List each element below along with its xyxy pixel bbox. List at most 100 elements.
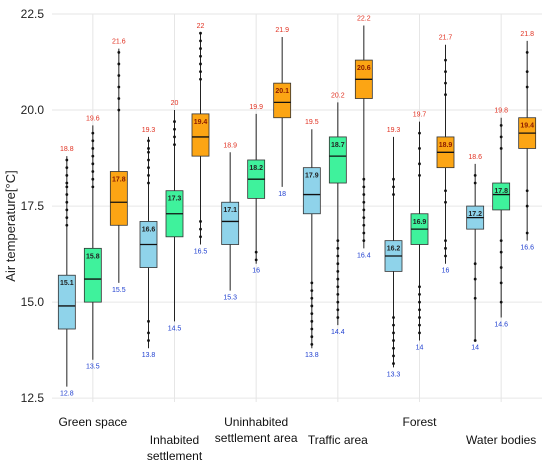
outlier-point (418, 293, 421, 296)
outlier-point (473, 262, 477, 266)
plot-area: 18.8 12.8 15.1 19.3 13.8 16.6 18.9 15.3 17.1 19.5… (57, 16, 537, 398)
outlier-point (362, 223, 366, 227)
outlier-point (91, 170, 95, 173)
outlier-point (254, 250, 258, 254)
mean-label: 17.3 (168, 196, 182, 203)
outlier-point (117, 62, 121, 66)
outlier-point (444, 200, 447, 204)
y-tick-label: 17.5 (21, 199, 45, 213)
max-label: 19.6 (86, 115, 100, 122)
outlier-point (392, 346, 395, 350)
outlier-point (392, 316, 395, 319)
outlier-point (65, 166, 69, 170)
outlier-point (199, 39, 202, 43)
outlier-point (117, 97, 121, 100)
outlier-point (65, 216, 69, 220)
outlier-point (418, 173, 421, 177)
box-group: 21.7 16 18.9 (436, 35, 455, 275)
outlier-point (65, 223, 69, 227)
outlier-point (362, 200, 366, 204)
outlier-point (362, 177, 366, 181)
outlier-point (525, 204, 529, 208)
outlier-point (117, 74, 121, 77)
outlier-point (473, 277, 477, 281)
box-group: 20 14.5 17.3 (165, 100, 184, 332)
mean-label: 18.9 (439, 142, 453, 149)
outlier-point (362, 193, 366, 196)
outlier-point (336, 285, 340, 289)
mean-label: 17.2 (468, 211, 482, 218)
max-label: 19.7 (413, 112, 427, 119)
box (221, 201, 240, 245)
outlier-point (91, 131, 95, 135)
box-group: 21.9 18 20.1 (273, 27, 292, 198)
outlier-point (499, 281, 503, 285)
outlier-point (473, 296, 477, 300)
outlier-point (91, 177, 95, 181)
min-label: 12.8 (60, 391, 74, 398)
outlier-point (310, 304, 314, 308)
box-group: 22.2 16.4 20.6 (354, 16, 373, 259)
min-label: 16.5 (194, 248, 208, 255)
outlier-point (392, 185, 395, 189)
min-label: 16.4 (357, 252, 371, 259)
outlier-point (147, 147, 150, 150)
outlier-point (392, 177, 395, 181)
box (492, 182, 511, 211)
box (57, 274, 76, 330)
outlier-point (444, 93, 447, 97)
outlier-point (199, 62, 202, 66)
outlier-point (444, 189, 447, 193)
mean-label: 19.4 (520, 123, 534, 130)
outlier-point (65, 193, 69, 196)
outlier-point (310, 296, 314, 300)
outlier-point (147, 139, 150, 143)
outlier-point (473, 181, 477, 185)
category-label: Water bodies (466, 433, 536, 447)
mean-label: 20.1 (275, 88, 289, 95)
outlier-point (310, 327, 314, 331)
y-axis: 12.5 15.0 17.5 20.0 22.5 (21, 7, 45, 405)
box-group: 21.6 15.5 17.8 (109, 39, 128, 294)
outlier-point (392, 331, 395, 335)
box-group: 19.3 13.3 16.2 (384, 127, 403, 378)
min-label: 16.6 (520, 245, 534, 252)
outlier-point (444, 246, 447, 250)
box-group: 19.3 13.8 16.6 (139, 127, 158, 359)
mean-label: 15.8 (86, 253, 100, 260)
outlier-point (117, 85, 121, 89)
outlier-point (336, 269, 340, 273)
outlier-point (199, 235, 202, 239)
outlier-point (310, 335, 314, 339)
mean-label: 15.1 (60, 280, 74, 287)
outlier-point (336, 277, 340, 281)
outlier-point (362, 239, 366, 243)
min-label: 18 (278, 191, 286, 198)
outlier-point (147, 319, 150, 323)
outlier-point (525, 85, 529, 89)
outlier-point (173, 127, 176, 131)
outlier-point (444, 254, 447, 258)
outlier-point (199, 227, 202, 231)
box-group: 20.2 14.4 18.7 (328, 92, 347, 336)
mean-label: 16.2 (387, 246, 401, 253)
outlier-point (392, 362, 395, 365)
category-label: Green space (58, 415, 127, 429)
outlier-point (336, 254, 340, 258)
box (273, 82, 292, 119)
min-label: 13.3 (387, 371, 401, 378)
outlier-point (499, 135, 503, 139)
x-axis-category-labels: Green space Inhabited settlement Uninhabite… (58, 415, 536, 463)
box (328, 136, 347, 184)
outlier-point (199, 220, 202, 223)
outlier-point (473, 339, 477, 342)
box (109, 171, 128, 226)
outlier-point (525, 51, 529, 54)
category-label: settlement area (215, 431, 298, 445)
outlier-point (310, 281, 314, 285)
outlier-point (91, 185, 95, 189)
outlier-point (392, 193, 395, 196)
y-tick-label: 12.5 (21, 391, 45, 405)
category-label: Inhabited (150, 433, 199, 447)
outlier-point (418, 285, 421, 289)
